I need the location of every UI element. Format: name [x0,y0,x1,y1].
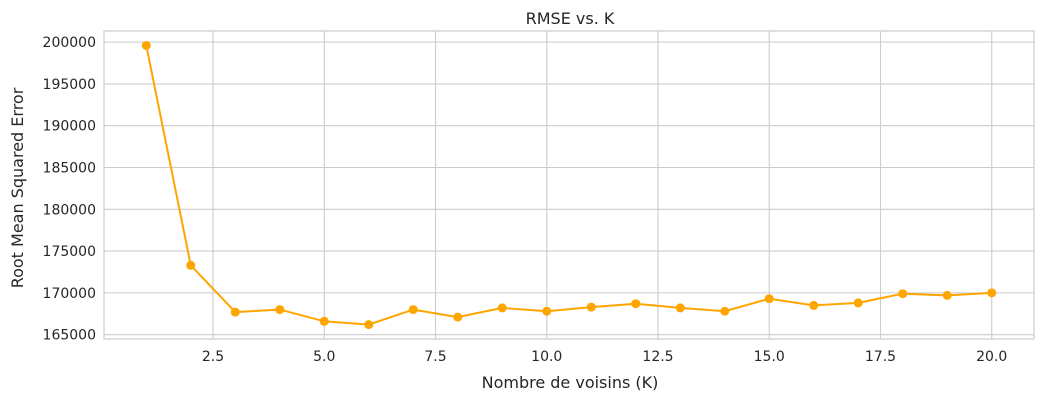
y-tick-label: 190000 [43,119,96,135]
x-tick-label: 10.0 [531,349,562,365]
data-point [319,316,329,326]
x-tick-label: 2.5 [202,349,224,365]
y-tick-label: 180000 [43,202,96,218]
x-tick-label: 20.0 [976,349,1007,365]
grid [104,31,1034,339]
y-axis-label: Root Mean Squared Error [8,87,27,288]
data-point [141,40,151,50]
data-point [586,302,596,312]
x-tick-label: 5.0 [313,349,335,365]
series-layer [141,40,997,330]
data-point [987,288,997,298]
y-tick-label: 175000 [43,244,96,260]
data-point [764,294,774,304]
data-point [853,298,863,308]
data-point [720,306,730,316]
data-point [453,312,463,322]
y-tick-label: 165000 [43,328,96,344]
data-point [675,303,685,313]
x-tick-label: 7.5 [424,349,446,365]
x-axis-label: Nombre de voisins (K) [482,373,659,392]
y-tick-label: 170000 [43,286,96,302]
data-point [898,289,908,299]
y-tick-label: 200000 [43,35,96,51]
data-point [631,299,641,309]
y-tick-label: 195000 [43,77,96,93]
data-point [497,303,507,313]
data-point [542,306,552,316]
chart-title: RMSE vs. K [526,9,615,28]
data-point [809,300,819,310]
data-point [364,320,374,330]
data-point [408,305,418,315]
data-point [186,260,196,270]
x-tick-label: 17.5 [865,349,896,365]
data-point [230,307,240,317]
x-tick-label: 15.0 [754,349,785,365]
x-tick-label: 12.5 [642,349,673,365]
tick-labels: 2.5 5.0 7.5 10.0 12.5 15.0 17.5 20.0 165000 17000… [43,35,1008,365]
plot-frame [103,30,1035,340]
data-point [275,305,285,315]
series-line [145,45,992,326]
data-point [942,290,952,300]
y-tick-label: 185000 [43,160,96,176]
